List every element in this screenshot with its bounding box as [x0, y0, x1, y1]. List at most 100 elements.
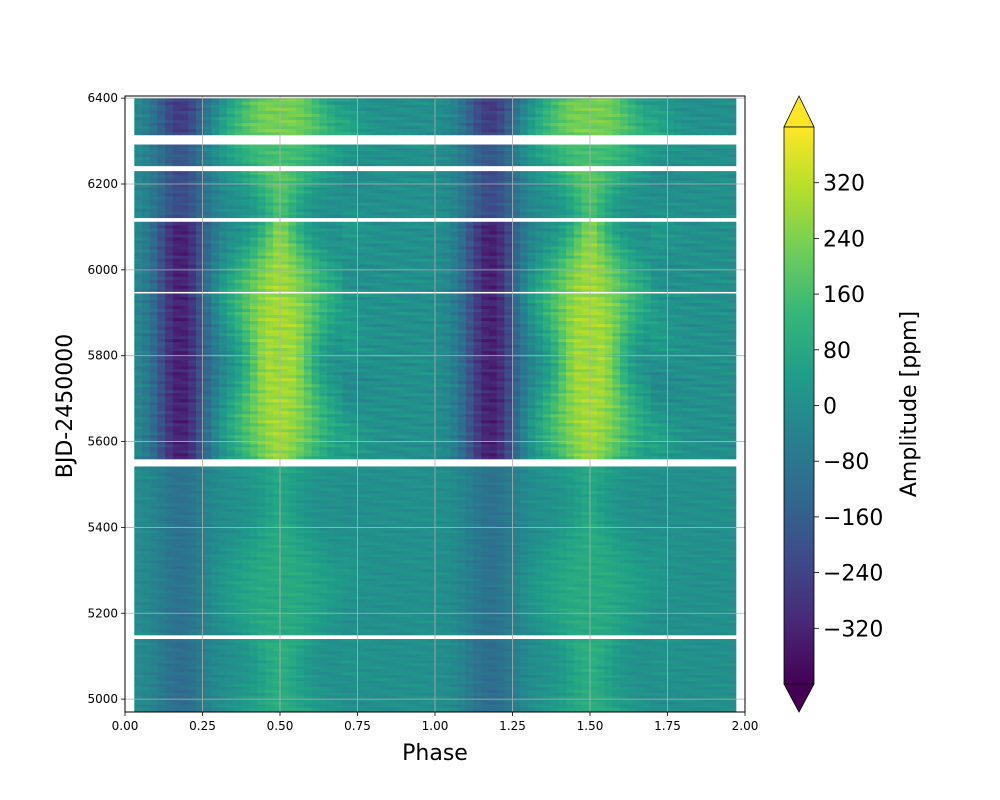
heatmap-cell: [512, 541, 521, 546]
heatmap-cell: [396, 692, 405, 696]
heatmap-cell: [689, 704, 698, 708]
heatmap-cell: [172, 619, 182, 624]
heatmap-cell: [211, 535, 220, 540]
heatmap-cell: [473, 706, 482, 711]
heatmap-cell: [411, 704, 421, 708]
heatmap-cell: [566, 639, 575, 643]
heatmap-cell: [581, 523, 590, 528]
heatmap-cell: [165, 668, 174, 673]
heatmap-cell: [249, 625, 259, 630]
heatmap-cell: [527, 595, 536, 600]
heatmap-cell: [581, 517, 590, 522]
heatmap-cell: [365, 559, 374, 564]
heatmap-cell: [689, 613, 698, 618]
heatmap-cell: [558, 568, 567, 573]
heatmap-cell: [219, 541, 228, 546]
heatmap-cell: [211, 571, 220, 576]
heatmap-cell: [311, 562, 320, 567]
heatmap-cell: [573, 616, 583, 621]
heatmap-cell: [242, 639, 251, 643]
heatmap-cell: [512, 665, 521, 670]
heatmap-cell: [442, 595, 452, 600]
heatmap-cell: [242, 553, 251, 558]
heatmap-cell: [612, 665, 621, 670]
heatmap-cell: [542, 520, 552, 525]
heatmap-cell: [303, 583, 313, 588]
heatmap-cell: [666, 692, 675, 696]
heatmap-cell: [396, 553, 405, 558]
heatmap-cell: [643, 586, 652, 591]
heatmap-cell: [357, 571, 367, 576]
heatmap-cell: [203, 639, 212, 643]
heatmap-cell: [350, 680, 359, 684]
heatmap-cell: [558, 622, 567, 627]
heatmap-cell: [165, 568, 174, 573]
heatmap-cell: [681, 671, 691, 676]
heatmap-cell: [396, 639, 405, 643]
heatmap-cell: [512, 692, 521, 696]
heatmap-cell: [226, 662, 236, 667]
heatmap-cell: [350, 571, 359, 576]
heatmap-cell: [149, 706, 159, 711]
heatmap-cell: [411, 662, 421, 667]
heatmap-cell: [658, 704, 667, 708]
heatmap-cell: [381, 647, 390, 652]
heatmap-cell: [635, 650, 644, 655]
heatmap-cell: [396, 616, 405, 621]
heatmap-cell: [242, 631, 251, 636]
heatmap-cell: [342, 698, 351, 702]
heatmap-cell: [303, 523, 313, 528]
heatmap-cell: [172, 577, 182, 582]
heatmap-cell: [681, 535, 691, 540]
heatmap-cell: [234, 604, 243, 609]
heatmap-cell: [411, 577, 421, 582]
heatmap-cell: [303, 598, 313, 603]
heatmap-cell: [211, 523, 220, 528]
heatmap-cell: [172, 604, 182, 609]
heatmap-cell: [427, 692, 436, 696]
heatmap-cell: [203, 619, 212, 624]
heatmap-cell: [604, 680, 613, 684]
heatmap-cell: [188, 653, 197, 658]
heatmap-cell: [473, 641, 482, 646]
heatmap-cell: [134, 689, 143, 693]
heatmap-cell: [612, 520, 621, 525]
heatmap-cell: [134, 562, 143, 567]
heatmap-cell: [589, 701, 598, 705]
heatmap-cell: [450, 568, 459, 573]
heatmap-cell: [535, 706, 544, 711]
heatmap-cell: [504, 689, 513, 693]
heatmap-cell: [350, 535, 359, 540]
heatmap-cell: [165, 520, 174, 525]
heatmap-cell: [488, 659, 498, 664]
heatmap-cell: [596, 559, 606, 564]
heatmap-cell: [635, 616, 644, 621]
heatmap-cell: [620, 550, 629, 555]
heatmap-cell: [689, 641, 698, 646]
heatmap-cell: [527, 622, 536, 627]
heatmap-cell: [458, 680, 467, 684]
heatmap-cell: [257, 577, 266, 582]
heatmap-cell: [519, 583, 529, 588]
heatmap-cell: [519, 517, 529, 522]
heatmap-cell: [149, 559, 159, 564]
heatmap-cell: [604, 547, 613, 552]
heatmap-cell: [596, 580, 606, 585]
heatmap-cell: [211, 706, 220, 711]
heatmap-cell: [596, 692, 606, 696]
heatmap-cell: [442, 662, 452, 667]
heatmap-cell: [681, 625, 691, 630]
heatmap-cell: [219, 523, 228, 528]
heatmap-cell: [234, 680, 243, 684]
heatmap-cell: [249, 610, 259, 615]
heatmap-cell: [234, 644, 243, 649]
heatmap-cell: [612, 659, 621, 664]
heatmap-cell: [450, 544, 459, 549]
heatmap-cell: [488, 583, 498, 588]
heatmap-cell: [311, 532, 320, 537]
heatmap-cell: [581, 577, 590, 582]
heatmap-cell: [373, 586, 382, 591]
heatmap-cell: [481, 677, 490, 681]
heatmap-cell: [727, 538, 737, 543]
heatmap-cell: [512, 641, 521, 646]
